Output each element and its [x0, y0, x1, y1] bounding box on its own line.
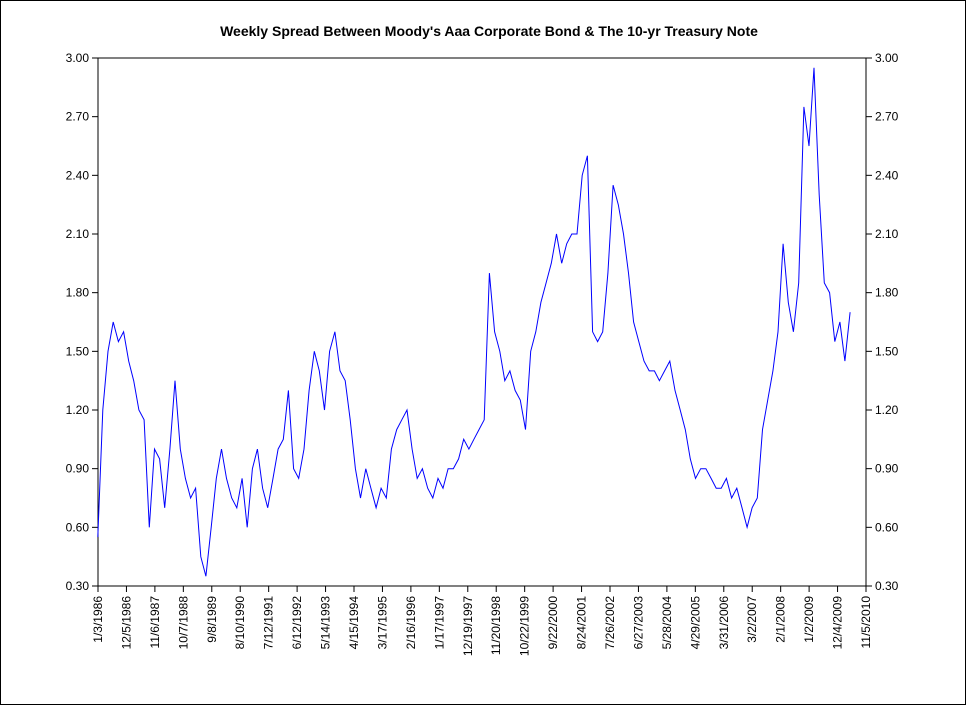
y2-tick-label: 0.30	[875, 579, 899, 593]
x-tick-label: 9/22/2000	[546, 596, 560, 650]
x-tick-label: 7/26/2002	[603, 596, 617, 650]
x-tick-label: 8/24/2001	[575, 596, 589, 650]
x-tick-label: 8/10/1990	[233, 596, 247, 650]
y2-tick-label: 2.10	[875, 227, 899, 241]
y2-tick-label: 1.50	[875, 344, 899, 358]
y2-tick-label: 1.20	[875, 403, 899, 417]
x-tick-label: 3/17/1995	[375, 596, 389, 650]
x-tick-label: 5/28/2004	[660, 596, 674, 650]
x-tick-label: 12/5/1986	[119, 596, 133, 650]
y-tick-label: 0.90	[66, 462, 90, 476]
x-tick-label: 5/14/1993	[319, 596, 333, 650]
y-tick-label: 0.30	[66, 579, 90, 593]
x-tick-label: 10/22/1999	[518, 596, 532, 656]
x-tick-label: 1/2/2009	[802, 596, 816, 643]
x-tick-label: 11/20/1998	[489, 596, 503, 655]
y2-tick-label: 2.40	[875, 168, 899, 182]
x-tick-label: 3/31/2006	[717, 596, 731, 650]
data-line	[97, 67, 851, 577]
x-tick-label: 12/19/1997	[461, 596, 475, 656]
y-tick-label: 1.80	[66, 286, 90, 300]
x-tick-label: 11/5/2010	[859, 596, 873, 649]
y2-tick-label: 1.80	[875, 286, 899, 300]
chart-title: Weekly Spread Between Moody's Aaa Corpor…	[220, 23, 758, 39]
x-tick-label: 4/29/2005	[688, 596, 702, 650]
y-tick-label: 2.10	[66, 227, 90, 241]
x-tick-label: 1/17/1997	[432, 596, 446, 650]
x-tick-label: 12/4/2009	[831, 596, 845, 650]
y-tick-label: 2.70	[66, 110, 90, 124]
x-tick-label: 6/12/1992	[290, 596, 304, 650]
y2-tick-label: 3.00	[875, 51, 899, 65]
y2-tick-label: 0.90	[875, 462, 899, 476]
x-tick-label: 2/1/2008	[774, 596, 788, 643]
x-tick-label: 11/6/1987	[148, 596, 162, 649]
x-tick-label: 10/7/1988	[176, 596, 190, 650]
x-tick-label: 1/3/1986	[91, 596, 105, 643]
y2-tick-label: 0.60	[875, 520, 899, 534]
x-tick-label: 2/16/1996	[404, 596, 418, 650]
y2-tick-label: 2.70	[875, 110, 899, 124]
x-tick-label: 3/2/2007	[745, 596, 759, 643]
x-tick-label: 9/8/1989	[205, 596, 219, 643]
y-tick-label: 1.50	[66, 344, 90, 358]
plot-area	[97, 57, 867, 587]
y-tick-label: 3.00	[66, 51, 90, 65]
x-tick-label: 7/12/1991	[262, 596, 276, 650]
y-tick-label: 2.40	[66, 168, 90, 182]
x-tick-label: 4/15/1994	[347, 596, 361, 650]
y-tick-label: 0.60	[66, 520, 90, 534]
y-tick-label: 1.20	[66, 403, 90, 417]
x-tick-label: 6/27/2003	[631, 596, 645, 650]
